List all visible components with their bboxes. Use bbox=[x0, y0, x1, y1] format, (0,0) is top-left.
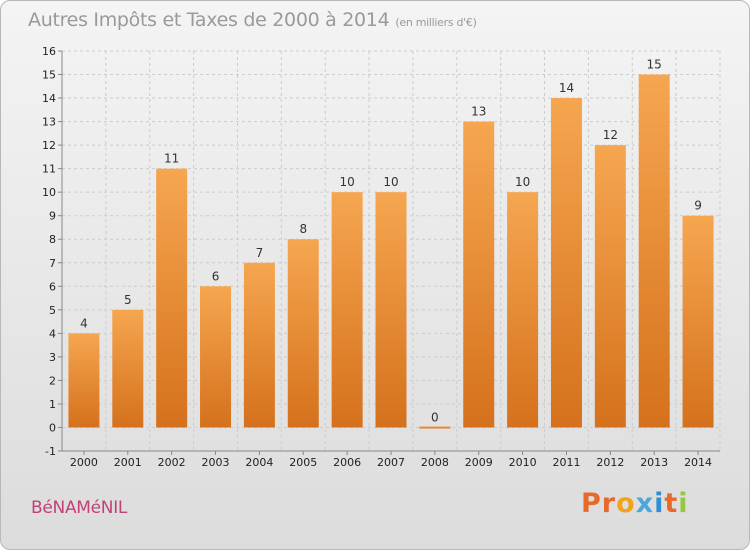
x-tick-label: 2003 bbox=[202, 456, 230, 469]
commune-name: BéNAMéNIL bbox=[31, 498, 128, 518]
data-label: 7 bbox=[256, 246, 264, 260]
data-label: 15 bbox=[647, 58, 662, 72]
y-tick-label: 15 bbox=[42, 69, 56, 82]
data-label: 10 bbox=[515, 175, 530, 189]
chart-title: Autres Impôts et Taxes de 2000 à 2014 (en… bbox=[28, 9, 477, 31]
bar-2001 bbox=[112, 309, 144, 428]
bar-2005 bbox=[287, 239, 319, 428]
y-tick-label: 3 bbox=[49, 351, 56, 364]
bar-2007 bbox=[375, 192, 407, 428]
data-label: 13 bbox=[471, 105, 486, 119]
data-label: 10 bbox=[339, 175, 354, 189]
y-tick-label: 13 bbox=[42, 116, 56, 129]
data-labels: 4 5 11 6 7 8 10 10 0 13 10 14 12 15 9 bbox=[80, 58, 702, 425]
x-tick-label: 2009 bbox=[465, 456, 493, 469]
logo-letter: i bbox=[654, 488, 665, 519]
y-tick-label: 9 bbox=[49, 210, 56, 223]
data-label: 11 bbox=[164, 152, 179, 166]
y-tick-label: 8 bbox=[49, 233, 56, 246]
bars bbox=[68, 74, 714, 429]
y-tick-label: 12 bbox=[42, 139, 56, 152]
x-tick-label: 2013 bbox=[640, 456, 668, 469]
bar-2013 bbox=[638, 74, 670, 428]
bar-2004 bbox=[243, 262, 275, 428]
data-label: 6 bbox=[212, 269, 220, 283]
bar-2014 bbox=[682, 215, 714, 428]
logo-letter: P bbox=[581, 488, 602, 519]
data-label: 14 bbox=[559, 81, 574, 95]
y-tick-label: 16 bbox=[42, 45, 56, 58]
x-tick-label: 2007 bbox=[377, 456, 405, 469]
bar-2006 bbox=[331, 192, 363, 428]
y-tick-label: 10 bbox=[42, 186, 56, 199]
data-label: 0 bbox=[431, 410, 439, 424]
logo-letter: i bbox=[678, 488, 689, 519]
x-tick-label: 2012 bbox=[596, 456, 624, 469]
data-label: 5 bbox=[124, 293, 132, 307]
bar-2010 bbox=[507, 192, 539, 428]
data-label: 4 bbox=[80, 316, 88, 330]
x-tick-label: 2011 bbox=[552, 456, 580, 469]
chart-title-text: Autres Impôts et Taxes de 2000 à 2014 bbox=[28, 9, 390, 31]
bar-2011 bbox=[550, 98, 582, 428]
data-label: 8 bbox=[299, 222, 307, 236]
data-label: 9 bbox=[694, 199, 702, 213]
y-tick-label: 11 bbox=[42, 163, 56, 176]
x-tick-label: 2005 bbox=[289, 456, 317, 469]
logo-letter: r bbox=[601, 488, 617, 519]
y-tick-label: 5 bbox=[49, 304, 56, 317]
y-tick-label: -1 bbox=[45, 445, 56, 458]
bar-2003 bbox=[200, 286, 232, 428]
y-tick-label: 4 bbox=[49, 327, 56, 340]
x-tick-label: 2008 bbox=[421, 456, 449, 469]
logo-letter: t bbox=[664, 488, 679, 519]
x-tick-label: 2001 bbox=[114, 456, 142, 469]
x-tick-label: 2000 bbox=[70, 456, 98, 469]
y-tick-label: 7 bbox=[49, 257, 56, 270]
chart-title-unit: (en milliers d'€) bbox=[395, 16, 477, 29]
y-tick-label: 2 bbox=[49, 374, 56, 387]
y-tick-label: 1 bbox=[49, 398, 56, 411]
y-tick-label: 14 bbox=[42, 92, 56, 105]
y-tick-label: 0 bbox=[49, 421, 56, 434]
logo-letter: o bbox=[616, 488, 636, 519]
bar-2000 bbox=[68, 333, 100, 428]
x-tick-label: 2014 bbox=[684, 456, 712, 469]
bar-2009 bbox=[463, 121, 495, 428]
proxiti-logo: Proxiti bbox=[581, 488, 689, 519]
y-tick-label: 6 bbox=[49, 280, 56, 293]
bar-2008 bbox=[419, 426, 451, 429]
data-label: 10 bbox=[383, 175, 398, 189]
bar-2002 bbox=[156, 168, 188, 428]
x-tick-label: 2004 bbox=[245, 456, 273, 469]
x-tick-label: 2002 bbox=[158, 456, 186, 469]
logo-letter: x bbox=[635, 488, 655, 519]
x-tick-label: 2006 bbox=[333, 456, 361, 469]
data-label: 12 bbox=[603, 128, 618, 142]
x-tick-label: 2010 bbox=[509, 456, 537, 469]
bar-2012 bbox=[594, 145, 626, 428]
